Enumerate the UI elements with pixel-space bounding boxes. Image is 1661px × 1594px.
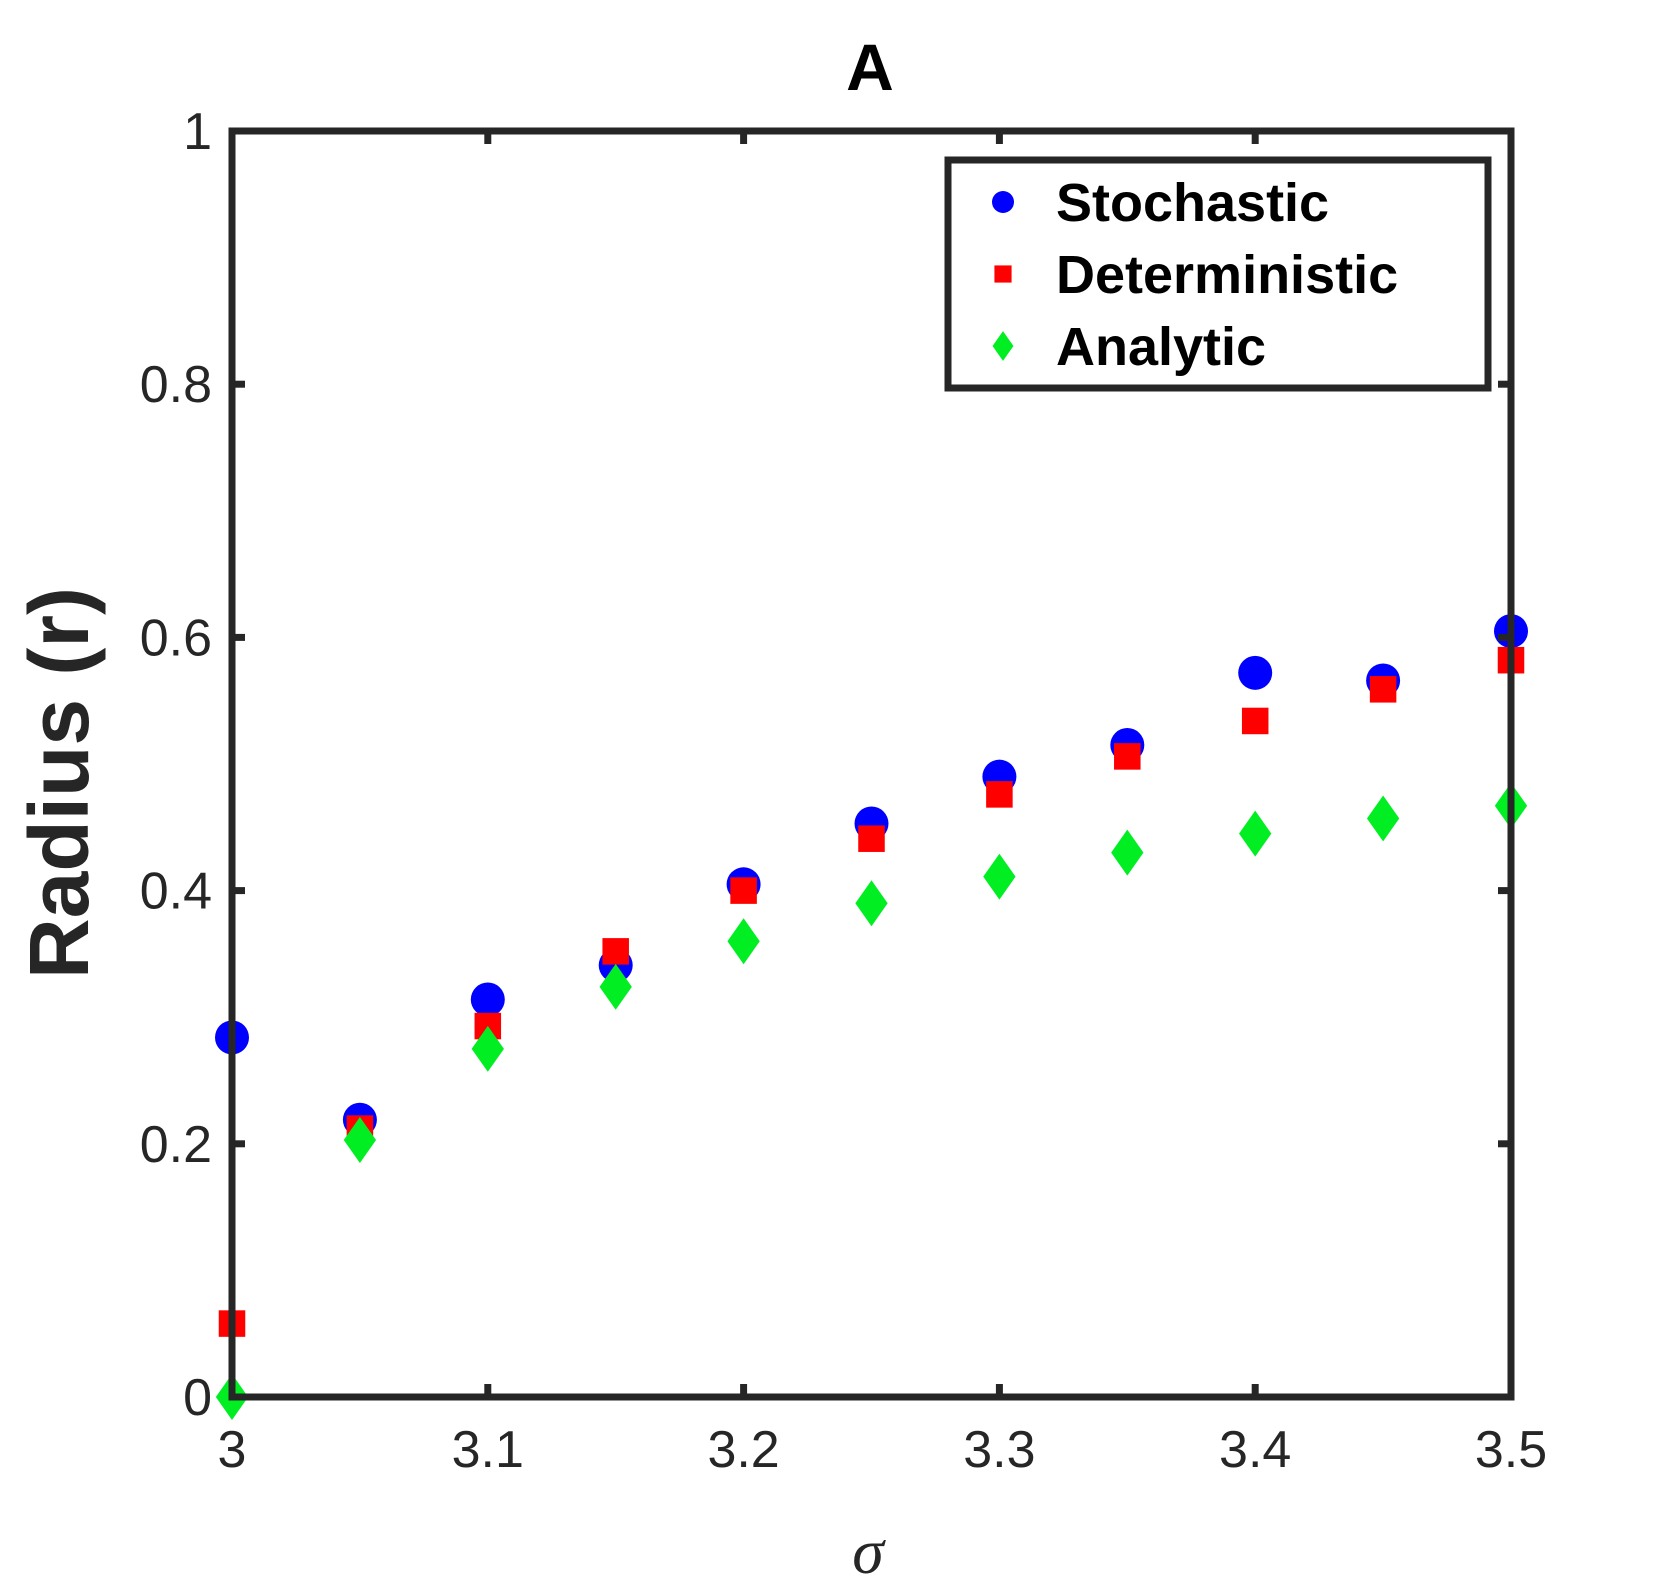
stochastic-point-2 [470,982,505,1017]
analytic-point-8 [1239,810,1272,857]
legend-label-stochastic: Stochastic [1056,173,1329,233]
deterministic-point-9 [1369,676,1397,703]
y-tick-label: 0 [183,1369,212,1427]
series-analytic [215,782,1528,1420]
deterministic-point-4 [730,877,757,904]
chart-title: A [846,30,894,104]
legend: Stochastic Deterministic Analytic [944,156,1492,392]
axes: 3 3.1 3.2 3.3 3.4 3.5 0 0.2 0.4 0.6 0.8 1 [140,103,1547,1479]
legend-box [944,156,1492,392]
x-tick-label: 3.2 [707,1421,779,1479]
y-tick-label: 0.6 [140,609,212,667]
y-tick-label: 0.2 [140,1116,212,1174]
y-tick-label: 0.4 [140,863,212,921]
legend-label-deterministic: Deterministic [1056,245,1398,305]
y-tick-label: 1 [183,103,212,161]
analytic-point-2 [471,1025,504,1072]
analytic-point-4 [727,918,760,965]
deterministic-point-8 [1241,707,1269,735]
deterministic-point-7 [1114,743,1141,770]
analytic-point-3 [599,963,632,1010]
analytic-point-1 [343,1117,377,1163]
x-tick-label: 3.3 [963,1421,1035,1479]
legend-label-analytic: Analytic [1056,317,1266,377]
deterministic-point-3 [602,938,629,965]
y-tick-label: 0.8 [140,356,212,414]
legend-marker-stochastic [992,191,1014,213]
analytic-point-9 [1366,795,1400,842]
analytic-point-5 [855,880,888,927]
x-tick-label: 3.5 [1475,1421,1547,1479]
deterministic-point-5 [858,825,885,852]
x-tick-label: 3.4 [1219,1421,1291,1479]
legend-marker-analytic [992,331,1014,361]
x-tick-label: 3 [218,1421,247,1479]
stochastic-point-8 [1238,655,1273,690]
x-tick-label: 3.1 [452,1421,524,1479]
deterministic-point-6 [986,781,1013,808]
x-axis-label: σ [852,1516,886,1587]
y-axis-label: Radius (r) [12,587,106,979]
axes-frame [228,127,1515,1401]
legend-marker-deterministic [994,265,1012,283]
analytic-point-6 [983,853,1016,900]
analytic-point-7 [1111,829,1144,876]
